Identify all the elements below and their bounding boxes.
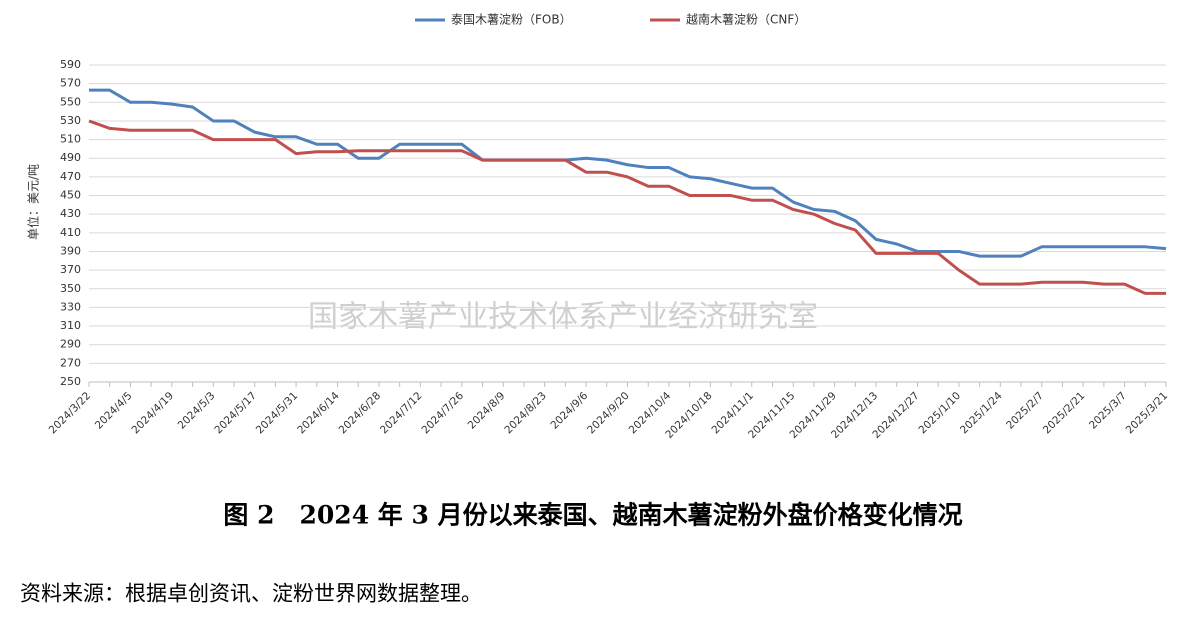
x-tick-label: 2024/5/3 [176, 390, 218, 432]
x-tick-label: 2025/2/7 [1004, 390, 1046, 432]
legend-label: 泰国木薯淀粉（FOB） [451, 13, 572, 27]
y-tick-label: 470 [60, 170, 81, 183]
y-tick-label: 310 [60, 319, 81, 332]
x-tick-label: 2024/9/6 [548, 390, 590, 432]
y-tick-label: 430 [60, 207, 81, 220]
source: 资料来源：根据卓创资讯、淀粉世界网数据整理。 [20, 582, 482, 606]
series-line [88, 119, 1166, 295]
x-tick-label: 2024/3/22 [47, 390, 94, 437]
x-tick-label: 2025/1/24 [958, 390, 1005, 437]
x-tick-label: 2025/3/21 [1124, 390, 1171, 437]
y-axis-label: 单位：美元/吨 [26, 164, 41, 240]
x-tick-label: 2025/3/7 [1087, 390, 1129, 432]
x-tick-label: 2024/8/9 [466, 390, 508, 432]
y-tick-label: 330 [60, 300, 81, 313]
y-tick-label: 390 [60, 244, 81, 257]
y-tick-label: 270 [60, 356, 81, 369]
y-tick-label: 550 [60, 95, 81, 108]
x-tick-label: 2024/4/19 [130, 390, 177, 437]
x-tick-label: 2024/5/17 [212, 390, 259, 437]
y-tick-label: 530 [60, 114, 81, 127]
caption: 图 2 2024 年 3 月份以来泰国、越南木薯淀粉外盘价格变化情况 [223, 501, 962, 530]
x-tick-label: 2024/6/14 [295, 390, 342, 437]
watermark: 国家木薯产业技术体系产业经济研究室 [308, 300, 818, 335]
x-tick-label: 2024/5/31 [254, 390, 301, 437]
x-tick-label: 2024/6/28 [337, 390, 384, 437]
y-tick-label: 290 [60, 338, 81, 351]
x-tick-label: 2025/1/10 [917, 390, 964, 437]
y-tick-label: 250 [60, 375, 81, 388]
x-tick-label: 2024/9/20 [585, 390, 632, 437]
x-tick-label: 2024/7/26 [419, 390, 466, 437]
x-tick-label: 2025/2/21 [1041, 390, 1088, 437]
y-tick-label: 570 [60, 77, 81, 90]
y-tick-label: 450 [60, 189, 81, 202]
legend-label: 越南木薯淀粉（CNF） [686, 12, 806, 27]
y-tick-label: 410 [60, 226, 81, 239]
y-tick-label: 490 [60, 151, 81, 164]
x-tick-label: 2024/4/5 [93, 390, 135, 432]
x-tick-label: 2024/8/23 [502, 390, 549, 437]
y-tick-label: 370 [60, 263, 81, 276]
series-line [89, 88, 1167, 258]
x-tick-label: 2024/7/12 [378, 390, 425, 437]
y-tick-label: 510 [60, 133, 81, 146]
y-tick-label: 350 [60, 282, 81, 295]
y-tick-label: 590 [60, 58, 81, 71]
